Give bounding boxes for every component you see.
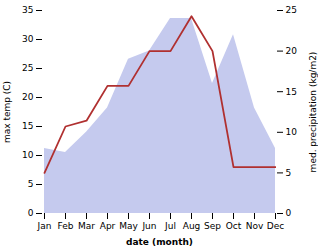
svg-text:Nov: Nov [246,221,264,231]
svg-text:10: 10 [22,150,34,160]
svg-text:Sep: Sep [204,221,221,231]
svg-text:25: 25 [22,63,33,73]
svg-text:20: 20 [286,46,298,56]
svg-text:May: May [119,221,138,231]
svg-text:Jun: Jun [141,221,156,231]
svg-text:Jan: Jan [37,221,52,231]
svg-text:5: 5 [28,179,34,189]
svg-text:25: 25 [286,5,297,15]
svg-text:35: 35 [22,5,33,15]
svg-text:0: 0 [28,208,34,218]
svg-text:med. precipitation (kg/m2): med. precipitation (kg/m2) [308,52,318,173]
svg-text:15: 15 [22,121,33,131]
svg-text:10: 10 [286,127,298,137]
svg-text:30: 30 [22,34,34,44]
svg-text:15: 15 [286,87,297,97]
svg-text:Mar: Mar [78,221,95,231]
svg-text:Jul: Jul [164,221,176,231]
svg-text:Dec: Dec [267,221,284,231]
svg-text:Apr: Apr [100,221,116,231]
svg-text:20: 20 [22,92,34,102]
svg-text:date (month): date (month) [126,237,193,247]
svg-text:0: 0 [286,208,292,218]
svg-text:5: 5 [286,168,292,178]
svg-text:max temp (C): max temp (C) [2,81,12,143]
svg-text:Aug: Aug [183,221,201,231]
svg-text:Feb: Feb [58,221,74,231]
svg-text:Oct: Oct [226,221,242,231]
